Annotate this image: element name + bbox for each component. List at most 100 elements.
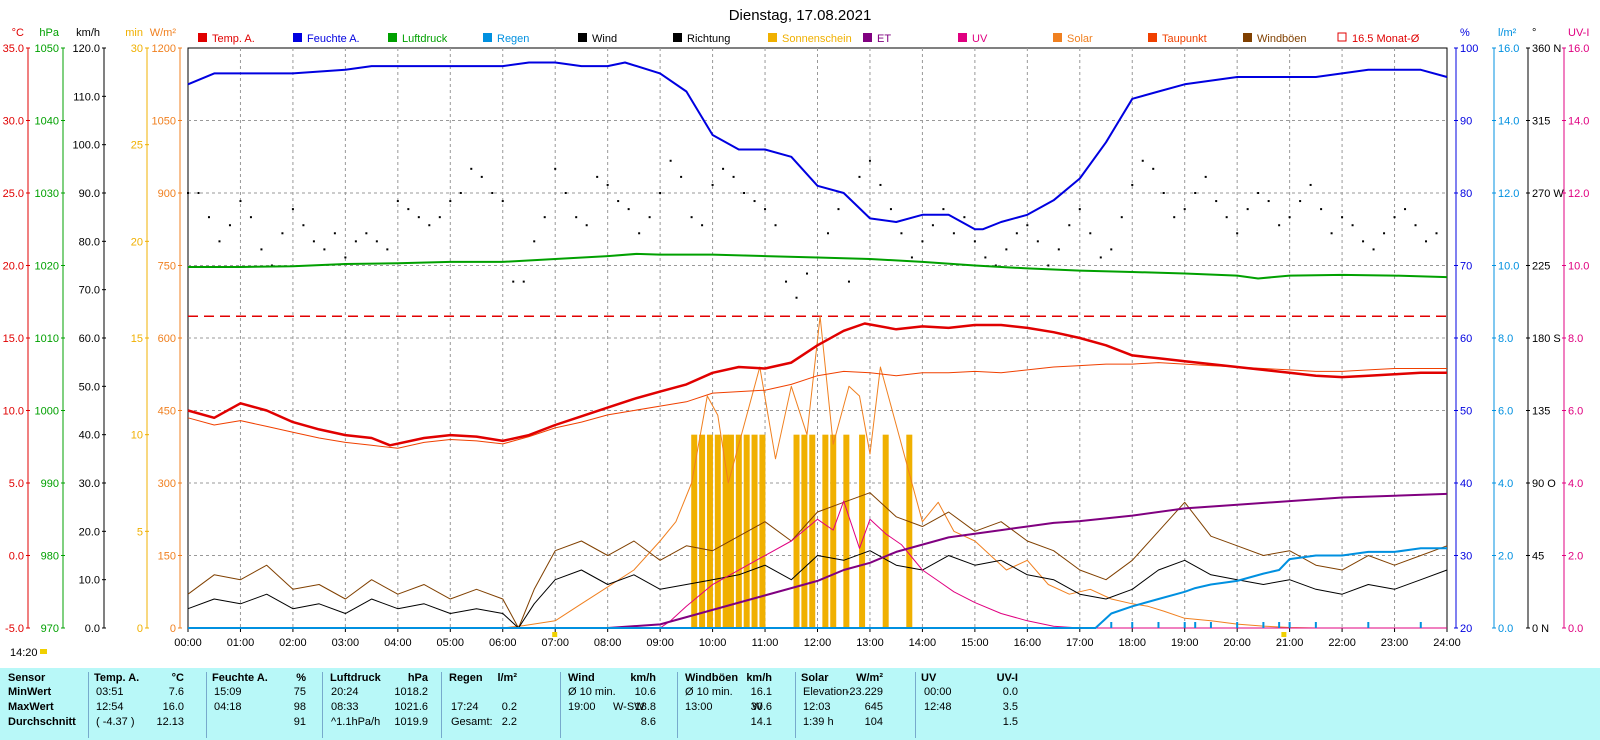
direction-point — [868, 159, 871, 162]
right-axis-tick: 14.0 — [1568, 116, 1589, 128]
x-tick-label: 12:00 — [804, 637, 832, 649]
legend-swatch — [388, 33, 397, 42]
direction-point — [312, 240, 315, 243]
left-axis-tick: 10.0 — [3, 406, 24, 418]
stats-header: Temp. A. — [94, 672, 140, 684]
right-axis-tick: 30 — [1460, 551, 1472, 563]
stats-temp-value: 7.6 — [168, 686, 184, 698]
direction-point — [218, 240, 221, 243]
stats-press-time: 08:33 — [331, 701, 359, 713]
left-axis-tick: 1000 — [35, 406, 59, 418]
x-tick-label: 22:00 — [1328, 637, 1356, 649]
right-axis-tick: 80 — [1460, 188, 1472, 200]
right-axis-tick: 315 — [1532, 116, 1550, 128]
stats-uv-value: 0.0 — [1002, 686, 1018, 698]
direction-point — [554, 167, 557, 170]
stats-press-value: 1021.6 — [394, 701, 428, 713]
stats-separator — [88, 672, 89, 738]
direction-point — [533, 240, 536, 243]
left-axis-tick: 0 — [170, 623, 176, 635]
direction-point — [1141, 159, 1144, 162]
direction-point — [1036, 240, 1039, 243]
left-axis-tick: 0 — [137, 623, 143, 635]
right-axis-tick: 50 — [1460, 406, 1472, 418]
series-line-et — [188, 492, 1448, 629]
left-axis-unit: W/m² — [150, 27, 177, 39]
direction-point — [1089, 232, 1092, 235]
direction-point — [638, 232, 641, 235]
left-axis-tick: 1030 — [35, 188, 59, 200]
left-axis-unit: °C — [12, 27, 24, 39]
direction-point — [711, 183, 714, 186]
direction-point — [1309, 183, 1312, 186]
stats-header: l/m² — [497, 672, 517, 684]
stats-header: Solar — [801, 672, 829, 684]
direction-point — [1099, 256, 1102, 259]
left-axis-tick: 20.0 — [3, 261, 24, 273]
direction-point — [858, 175, 861, 178]
left-axis-tick: 25 — [131, 140, 143, 152]
right-axis-unit: UV-I — [1568, 27, 1589, 39]
right-axis-tick: 100 — [1460, 43, 1478, 55]
stats-temp-value: 12.13 — [156, 716, 184, 728]
legend-swatch — [768, 33, 777, 42]
x-tick-label: 23:00 — [1381, 637, 1409, 649]
left-axis-tick: 25.0 — [3, 188, 24, 200]
direction-point — [1204, 175, 1207, 178]
left-axis-tick: 1040 — [35, 116, 59, 128]
direction-point — [260, 248, 263, 251]
direction-point — [774, 224, 777, 227]
right-axis-tick: 40 — [1460, 478, 1472, 490]
direction-point — [1162, 192, 1165, 194]
direction-point — [900, 232, 903, 235]
direction-point — [690, 216, 693, 219]
direction-point — [722, 167, 725, 170]
legend-label: ET — [877, 33, 891, 45]
x-tick-label: 11:00 — [752, 637, 779, 649]
direction-point — [543, 216, 546, 219]
right-axis-tick: 70 — [1460, 261, 1472, 273]
direction-point — [1152, 167, 1155, 170]
stats-press-time: ^1.1hPa/h — [331, 716, 381, 728]
x-tick-label: 00:00 — [174, 637, 202, 649]
chart-marks — [187, 61, 1448, 629]
stats-separator — [206, 672, 207, 738]
sunrise-marker — [552, 632, 558, 637]
left-axis-tick: 970 — [41, 623, 59, 635]
stats-uv-time: 12:48 — [924, 701, 952, 713]
legend-swatch — [673, 33, 682, 42]
stats-gust-dir: W — [752, 701, 763, 713]
legend-swatch — [1337, 32, 1347, 42]
stats-header: Sensor — [8, 672, 46, 684]
left-axis-tick: 990 — [41, 478, 59, 490]
stats-wind-label: Ø 10 min. — [568, 686, 616, 698]
legend-swatch — [958, 33, 967, 42]
direction-point — [743, 192, 746, 194]
left-axis-tick: 600 — [158, 333, 176, 345]
stats-rain-value: 2.2 — [501, 716, 517, 728]
direction-point — [1015, 232, 1018, 235]
legend-label: Richtung — [687, 33, 730, 45]
direction-point — [354, 240, 357, 243]
grid — [188, 48, 1447, 628]
x-tick-label: 03:00 — [332, 637, 360, 649]
direction-point — [396, 200, 399, 203]
right-axis-tick: 360 N — [1532, 43, 1561, 55]
stats-temp-time: 12:54 — [96, 701, 124, 713]
stats-hum-value: 98 — [293, 701, 306, 713]
sunshine-bar — [859, 434, 866, 628]
direction-point — [1320, 208, 1323, 211]
right-axis-tick: 16.0 — [1568, 43, 1589, 55]
stats-temp-time: 03:51 — [96, 686, 124, 698]
legend-label: Luftdruck — [402, 33, 448, 45]
direction-point — [1435, 232, 1438, 235]
right-axis-tick: 0.0 — [1498, 623, 1513, 635]
direction-point — [889, 208, 892, 211]
sunshine-bar — [691, 434, 698, 628]
left-axis-tick: 40.0 — [79, 430, 100, 442]
series-line-hum — [187, 61, 1448, 231]
direction-point — [207, 216, 210, 219]
series-line-rain — [188, 547, 1447, 629]
direction-point — [197, 192, 200, 194]
left-axis-tick: 10.0 — [79, 575, 100, 587]
